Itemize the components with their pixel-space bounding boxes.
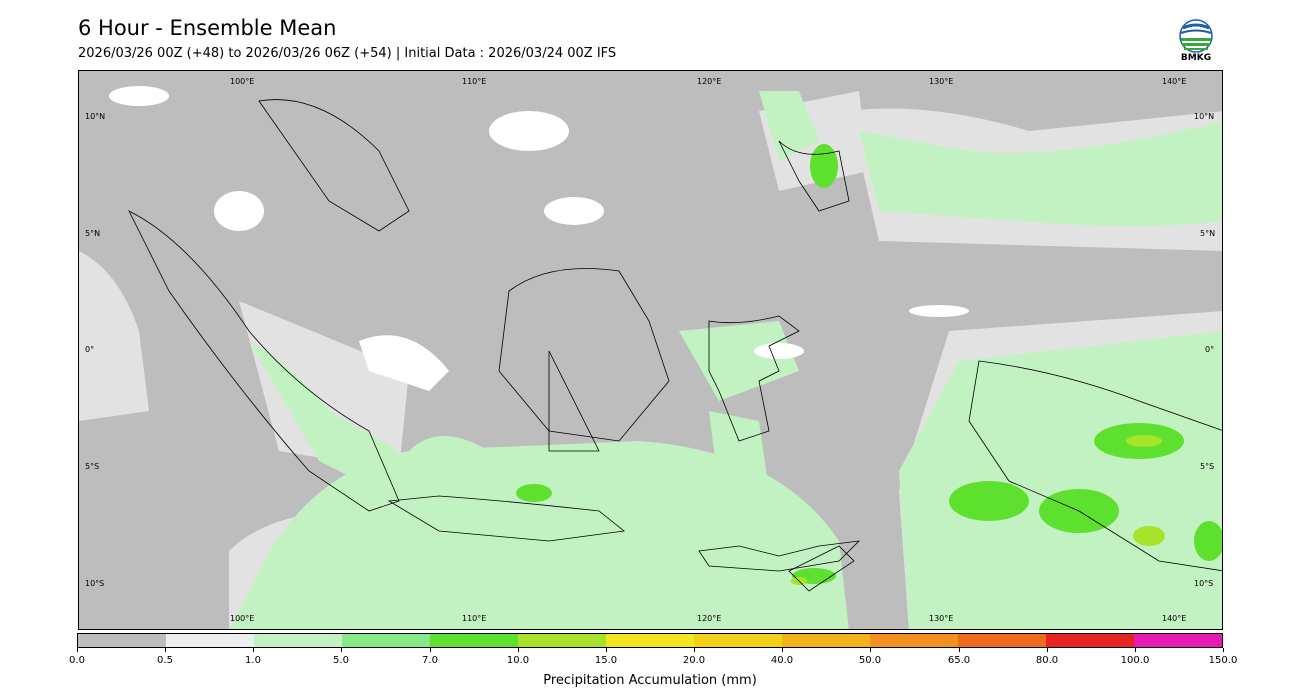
colorbar-tick-label: 10.0 bbox=[506, 655, 530, 666]
colorbar-tick bbox=[694, 648, 695, 652]
colorbar-tick-label: 20.0 bbox=[682, 655, 706, 666]
colorbar-tick bbox=[341, 648, 342, 652]
colorbar-segment bbox=[782, 634, 870, 647]
lat-label-left: 5°S bbox=[85, 462, 100, 471]
logo-text: BMKG bbox=[1180, 53, 1212, 63]
colorbar-segment bbox=[606, 634, 694, 647]
colorbar-segment bbox=[958, 634, 1046, 647]
lat-label-right: 10°N bbox=[1194, 112, 1215, 121]
chart-title: 6 Hour - Ensemble Mean bbox=[78, 16, 337, 40]
lat-label-left: 0° bbox=[85, 345, 95, 354]
precipitation-map bbox=[78, 70, 1223, 630]
lat-label-right: 5°S bbox=[1200, 462, 1215, 471]
colorbar-tick bbox=[430, 648, 431, 652]
lat-label-right: 0° bbox=[1205, 345, 1215, 354]
colorbar-tick bbox=[606, 648, 607, 652]
colorbar bbox=[77, 633, 1223, 648]
colorbar-segment bbox=[342, 634, 430, 647]
colorbar-title: Precipitation Accumulation (mm) bbox=[543, 673, 757, 688]
colorbar-tick bbox=[782, 648, 783, 652]
colorbar-tick-label: 50.0 bbox=[858, 655, 882, 666]
lat-label-right: 5°N bbox=[1200, 229, 1216, 238]
colorbar-tick bbox=[959, 648, 960, 652]
precip-class-0-white bbox=[109, 86, 969, 391]
colorbar-tick bbox=[1223, 648, 1224, 652]
lon-label-bottom: 100°E bbox=[230, 614, 255, 623]
colorbar-segment bbox=[78, 634, 166, 647]
colorbar-tick-label: 0.5 bbox=[157, 655, 173, 666]
colorbar-segment bbox=[166, 634, 254, 647]
colorbar-tick bbox=[1135, 648, 1136, 652]
colorbar-tick bbox=[77, 648, 78, 652]
chart-subtitle: 2026/03/26 00Z (+48) to 2026/03/26 06Z (… bbox=[78, 46, 617, 61]
colorbar-tick-label: 0.0 bbox=[69, 655, 85, 666]
colorbar-tick-label: 100.0 bbox=[1120, 655, 1150, 666]
map-canvas bbox=[79, 71, 1222, 629]
precip-class-1-5 bbox=[230, 91, 1222, 629]
bmkg-logo bbox=[1174, 18, 1218, 66]
lat-label-left: 10°N bbox=[85, 112, 106, 121]
colorbar-tick-label: 5.0 bbox=[333, 655, 349, 666]
colorbar-tick bbox=[870, 648, 871, 652]
coastlines bbox=[128, 99, 1222, 592]
colorbar-segment bbox=[1046, 634, 1134, 647]
colorbar-segment bbox=[254, 634, 342, 647]
lon-label-bottom: 130°E bbox=[929, 614, 954, 623]
colorbar-tick bbox=[165, 648, 166, 652]
colorbar-tick-label: 80.0 bbox=[1035, 655, 1059, 666]
colorbar-tick-label: 7.0 bbox=[422, 655, 438, 666]
lon-label-top: 110°E bbox=[462, 77, 487, 86]
colorbar-tick-label: 15.0 bbox=[594, 655, 618, 666]
lon-label-top: 120°E bbox=[697, 77, 722, 86]
precip-class-10-15 bbox=[791, 435, 1165, 585]
colorbar-segment bbox=[430, 634, 518, 647]
lon-label-top: 140°E bbox=[1162, 77, 1187, 86]
lat-label-right: 10°S bbox=[1194, 579, 1214, 588]
lon-label-bottom: 110°E bbox=[462, 614, 487, 623]
colorbar-segment bbox=[518, 634, 606, 647]
colorbar-segment bbox=[1134, 634, 1222, 647]
colorbar-tick-label: 1.0 bbox=[245, 655, 261, 666]
colorbar-tick-label: 40.0 bbox=[770, 655, 794, 666]
lon-label-top: 130°E bbox=[929, 77, 954, 86]
colorbar-tick bbox=[1047, 648, 1048, 652]
colorbar-tick-label: 65.0 bbox=[947, 655, 971, 666]
colorbar-tick-label: 150.0 bbox=[1208, 655, 1238, 666]
colorbar-segment bbox=[870, 634, 958, 647]
lon-label-bottom: 120°E bbox=[697, 614, 722, 623]
colorbar-tick bbox=[253, 648, 254, 652]
lon-label-top: 100°E bbox=[230, 77, 255, 86]
lat-label-left: 10°S bbox=[85, 579, 105, 588]
colorbar-segment bbox=[694, 634, 782, 647]
colorbar-tick bbox=[518, 648, 519, 652]
lon-label-bottom: 140°E bbox=[1162, 614, 1187, 623]
lat-label-left: 5°N bbox=[85, 229, 101, 238]
